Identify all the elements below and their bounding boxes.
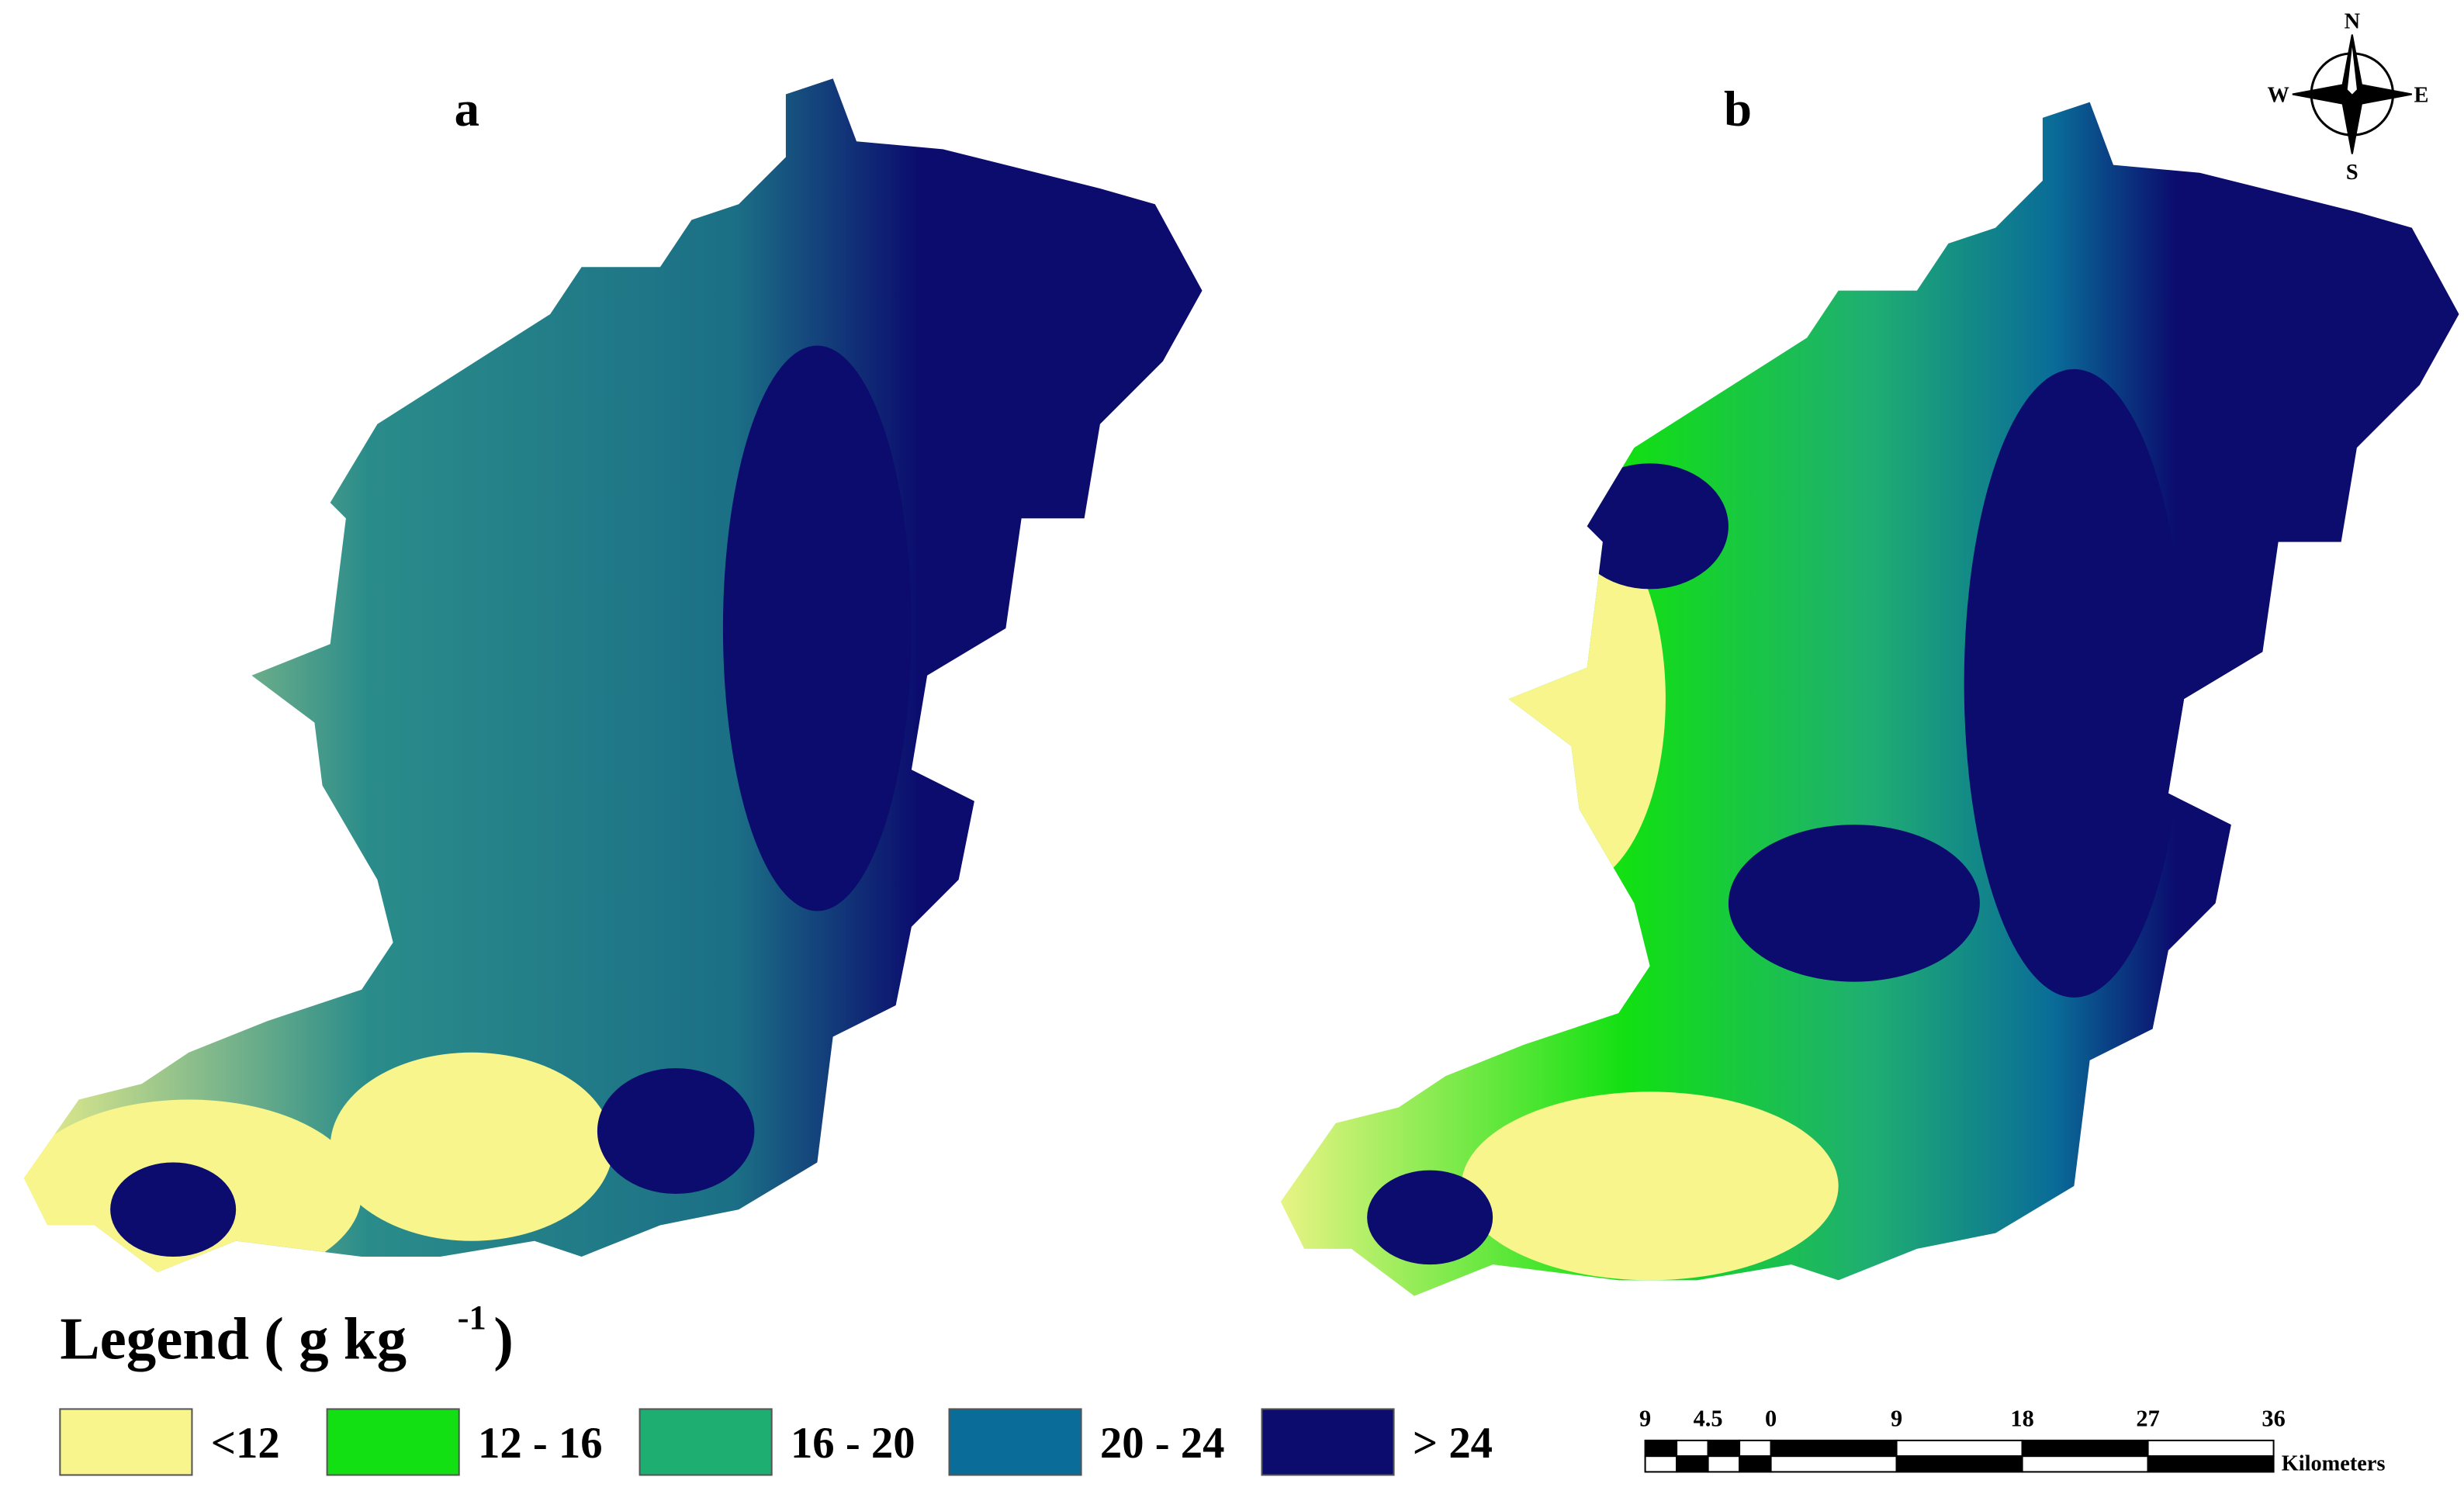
scale-segment xyxy=(1707,1455,1741,1473)
scale-segment xyxy=(2021,1439,2149,1458)
legend-title-end: ) xyxy=(493,1306,514,1372)
map-zone xyxy=(1367,1170,1493,1265)
scale-label: 0 xyxy=(1765,1406,1777,1432)
scale-segment xyxy=(1895,1439,2023,1458)
compass-label: S xyxy=(2346,161,2358,185)
scale-segment xyxy=(1739,1455,1772,1473)
map-zone xyxy=(722,345,912,911)
scale-segment xyxy=(1707,1439,1741,1458)
scale-segment xyxy=(2021,1455,2149,1473)
map-a xyxy=(23,78,1203,1273)
scale-segment xyxy=(1770,1455,1898,1473)
scale-bar: 9 4.5 0 9 18 27 36 Kilometers xyxy=(1639,1406,2386,1476)
scale-segment xyxy=(1676,1455,1709,1473)
map-zone xyxy=(1964,368,2185,998)
panel-label: a xyxy=(455,81,479,137)
scale-segment xyxy=(1895,1455,2023,1473)
legend-title: Legend ( g kg xyxy=(60,1306,407,1372)
map-zone xyxy=(597,1068,755,1194)
scale-segment xyxy=(1644,1455,1678,1473)
map-zone xyxy=(1571,463,1729,590)
map-zone xyxy=(1461,1091,1839,1281)
scale-segment xyxy=(1739,1439,1772,1458)
scale-segment xyxy=(2147,1439,2275,1458)
legend-label: > 24 xyxy=(1413,1419,1493,1468)
legend-label: 16 - 20 xyxy=(791,1419,915,1468)
panel-label: b xyxy=(1724,81,1752,137)
scale-segment xyxy=(1676,1439,1709,1458)
compass-label: N xyxy=(2345,9,2361,33)
legend-exponent: -1 xyxy=(458,1298,486,1337)
scale-label: 9 xyxy=(1639,1406,1651,1432)
scale-label: 18 xyxy=(2010,1406,2033,1432)
legend: <12 12 - 16 16 - 20 20 - 24 > 24 xyxy=(59,1408,1493,1476)
compass-label: W xyxy=(2267,84,2289,108)
scale-unit: Kilometers xyxy=(2282,1451,2386,1475)
legend-swatch xyxy=(1261,1408,1395,1476)
legend-label: <12 xyxy=(211,1419,280,1468)
legend-label: 12 - 16 xyxy=(478,1419,603,1468)
map-zone xyxy=(110,1162,237,1257)
legend-swatch xyxy=(326,1408,460,1476)
map-zone xyxy=(1728,825,1980,982)
compass-star xyxy=(2347,47,2357,95)
scale-segment xyxy=(2147,1455,2275,1473)
scale-segment xyxy=(1644,1439,1678,1458)
legend-swatch xyxy=(59,1408,193,1476)
compass-label: E xyxy=(2414,84,2428,108)
scale-segment xyxy=(1770,1439,1898,1458)
map-fill xyxy=(1280,102,2459,1296)
scale-label: 9 xyxy=(1891,1406,1902,1432)
map-zone xyxy=(330,1052,614,1241)
legend-label: 20 - 24 xyxy=(1100,1419,1225,1468)
legend-swatch xyxy=(948,1408,1082,1476)
map-b xyxy=(1280,102,2459,1296)
legend-swatch xyxy=(638,1408,773,1476)
compass: N S E W xyxy=(2267,9,2428,184)
scale-label: 36 xyxy=(2262,1406,2285,1432)
scale-label: 4.5 xyxy=(1694,1406,1723,1432)
scale-label: 27 xyxy=(2136,1406,2159,1432)
